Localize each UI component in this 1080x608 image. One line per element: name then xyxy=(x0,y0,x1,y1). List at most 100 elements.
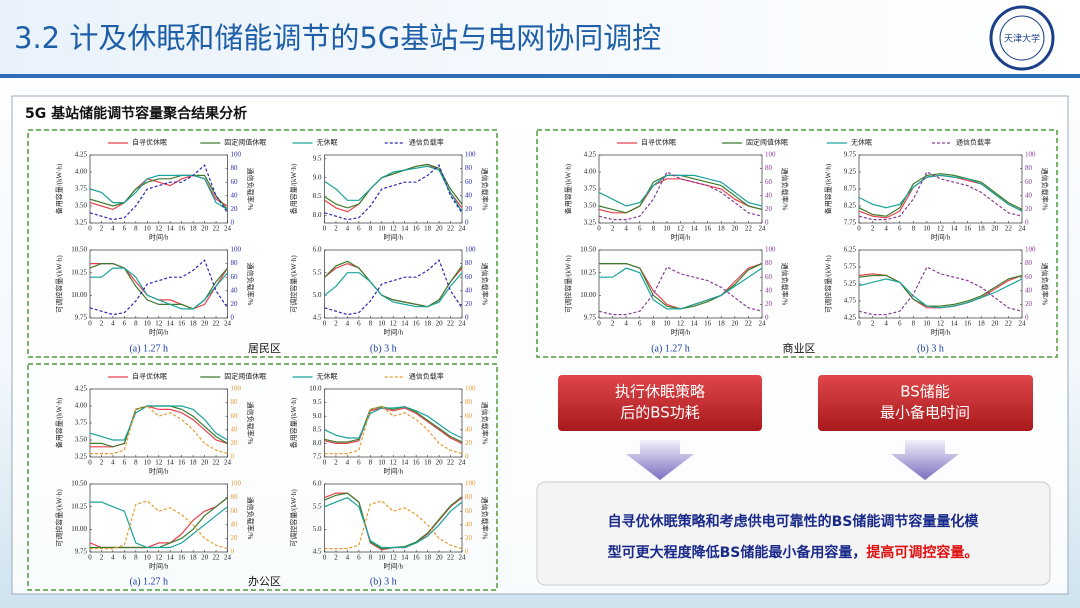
y2-tick-label: 40 xyxy=(465,520,473,528)
x-tick-label: 4 xyxy=(346,320,350,328)
y2-tick-label: 20 xyxy=(465,534,473,542)
x-tick-label: 4 xyxy=(624,225,628,233)
y2-tick-label: 20 xyxy=(465,205,473,213)
x-tick-label: 24 xyxy=(224,554,232,562)
y-tick-label: 3.50 xyxy=(75,202,88,210)
x-tick-label: 6 xyxy=(123,225,127,233)
y2-axis-label: 通信负载率/% xyxy=(480,263,489,306)
y-tick-label: 9.25 xyxy=(844,168,857,176)
x-tick-label: 2 xyxy=(334,320,338,328)
x-tick-label: 8 xyxy=(134,225,138,233)
y2-axis-label: 通信负载率/% xyxy=(1040,263,1049,306)
area-label: 商业区 xyxy=(783,341,816,355)
y2-tick-label: 0 xyxy=(465,453,469,461)
y-tick-label: 7.5 xyxy=(313,453,322,461)
y-tick-label: 8.0 xyxy=(313,439,322,447)
y2-tick-label: 100 xyxy=(765,246,776,254)
x-tick-label: 6 xyxy=(898,225,902,233)
y-axis-label: 可调控容量/(kW·h) xyxy=(289,489,298,547)
x-tick-label: 4 xyxy=(111,225,115,233)
y-tick-label: 8.25 xyxy=(844,202,857,210)
x-axis-label: 时间/h xyxy=(149,233,169,242)
y-axis-label: 备用容量/(kW·h) xyxy=(55,163,64,214)
x-tick-label: 14 xyxy=(401,320,409,328)
y2-tick-label: 60 xyxy=(1025,273,1033,281)
x-tick-label: 2 xyxy=(334,225,338,233)
y2-axis-label: 通信负载率/% xyxy=(780,263,789,306)
x-tick-label: 16 xyxy=(413,459,421,467)
x-tick-label: 12 xyxy=(155,225,163,233)
y2-tick-label: 100 xyxy=(765,151,776,159)
x-tick-label: 18 xyxy=(424,320,432,328)
y2-tick-label: 100 xyxy=(465,246,476,254)
y2-tick-label: 40 xyxy=(231,425,239,433)
conclusion-text: 自寻优休眠策略和考虑供电可靠性的BS储能调节容量量化模 xyxy=(608,513,980,530)
x-tick-label: 24 xyxy=(759,320,767,328)
y-axis-label: 备用容量/(kW·h) xyxy=(55,397,64,448)
x-axis-label: 时间/h xyxy=(149,562,169,571)
y-tick-label: 9.5 xyxy=(313,398,322,406)
x-tick-label: 16 xyxy=(178,225,186,233)
x-tick-label: 20 xyxy=(731,225,739,233)
x-tick-label: 10 xyxy=(378,225,386,233)
conclusion-text: 型可更大程度降低BS储能最小备用容量， xyxy=(608,544,867,561)
area-label: 居民区 xyxy=(248,342,281,355)
x-tick-label: 24 xyxy=(224,320,232,328)
x-axis-label: 时间/h xyxy=(149,467,169,476)
y-tick-label: 5.0 xyxy=(313,291,322,299)
x-tick-label: 6 xyxy=(898,320,902,328)
y2-tick-label: 100 xyxy=(231,480,242,488)
x-tick-label: 0 xyxy=(597,225,601,233)
legend-label: 固定阈值休眠 xyxy=(746,138,788,147)
capacity-line xyxy=(858,278,1023,309)
header-band xyxy=(0,0,1080,76)
x-tick-label: 6 xyxy=(357,225,361,233)
y2-tick-label: 60 xyxy=(231,273,239,281)
y2-tick-label: 20 xyxy=(465,439,473,447)
legend-label: 无休眠 xyxy=(317,138,338,147)
y2-tick-label: 80 xyxy=(765,259,773,267)
group-frame xyxy=(536,129,1058,358)
y2-tick-label: 0 xyxy=(765,314,769,322)
plot-frame xyxy=(598,154,763,224)
capacity-line xyxy=(858,174,1023,212)
legend-label: 通信负载率 xyxy=(956,138,991,147)
x-tick-label: 16 xyxy=(413,554,421,562)
y2-tick-label: 60 xyxy=(465,178,473,186)
group-frame xyxy=(27,363,498,591)
x-tick-label: 10 xyxy=(144,554,152,562)
y2-tick-label: 0 xyxy=(1025,314,1029,322)
y2-tick-label: 60 xyxy=(231,178,239,186)
y2-tick-label: 40 xyxy=(231,191,239,199)
x-tick-label: 22 xyxy=(447,225,455,233)
x-tick-label: 12 xyxy=(677,320,685,328)
x-axis-label: 时间/h xyxy=(384,233,404,242)
y-axis-label: 可调控容量/(kW·h) xyxy=(564,255,573,313)
y-tick-label: 9.75 xyxy=(75,548,88,556)
y2-tick-label: 0 xyxy=(1025,219,1029,227)
x-tick-label: 8 xyxy=(652,320,656,328)
legend-label: 通信负载率 xyxy=(409,372,444,381)
action-text: BS储能 xyxy=(900,383,950,401)
y2-axis-label: 通信负载率/% xyxy=(780,168,789,211)
x-tick-label: 0 xyxy=(323,459,327,467)
chart-caption: (b) 3 h xyxy=(917,343,944,354)
y2-tick-label: 100 xyxy=(231,151,242,159)
y-tick-label: 8.5 xyxy=(313,425,322,433)
x-tick-label: 18 xyxy=(424,225,432,233)
x-tick-label: 14 xyxy=(951,225,959,233)
x-tick-label: 0 xyxy=(323,554,327,562)
area-label: 办公区 xyxy=(248,575,281,588)
action-text: 后的BS功耗 xyxy=(620,404,700,422)
y-tick-label: 6.0 xyxy=(313,246,322,254)
y2-tick-label: 40 xyxy=(465,425,473,433)
capacity-line xyxy=(324,163,463,209)
x-tick-label: 18 xyxy=(190,225,198,233)
y-tick-label: 4.25 xyxy=(844,314,857,322)
x-tick-label: 2 xyxy=(871,225,875,233)
conclusion-highlight: 提高可调控容量。 xyxy=(866,544,978,561)
x-tick-label: 20 xyxy=(731,320,739,328)
x-tick-label: 10 xyxy=(144,320,152,328)
x-tick-label: 4 xyxy=(111,320,115,328)
x-axis-label: 时间/h xyxy=(671,233,691,242)
